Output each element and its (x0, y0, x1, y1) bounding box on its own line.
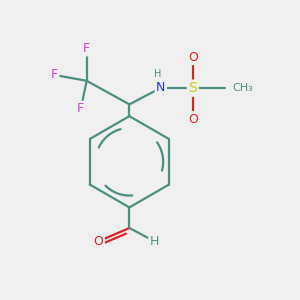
Text: N: N (156, 81, 166, 94)
Text: CH₃: CH₃ (232, 83, 253, 93)
Text: F: F (83, 42, 90, 55)
Text: F: F (51, 68, 58, 81)
Text: S: S (188, 81, 197, 95)
Text: O: O (94, 235, 103, 248)
Text: O: O (188, 51, 198, 64)
Text: F: F (77, 102, 84, 115)
Text: H: H (154, 69, 161, 79)
Text: H: H (150, 235, 159, 248)
Text: O: O (188, 112, 198, 126)
